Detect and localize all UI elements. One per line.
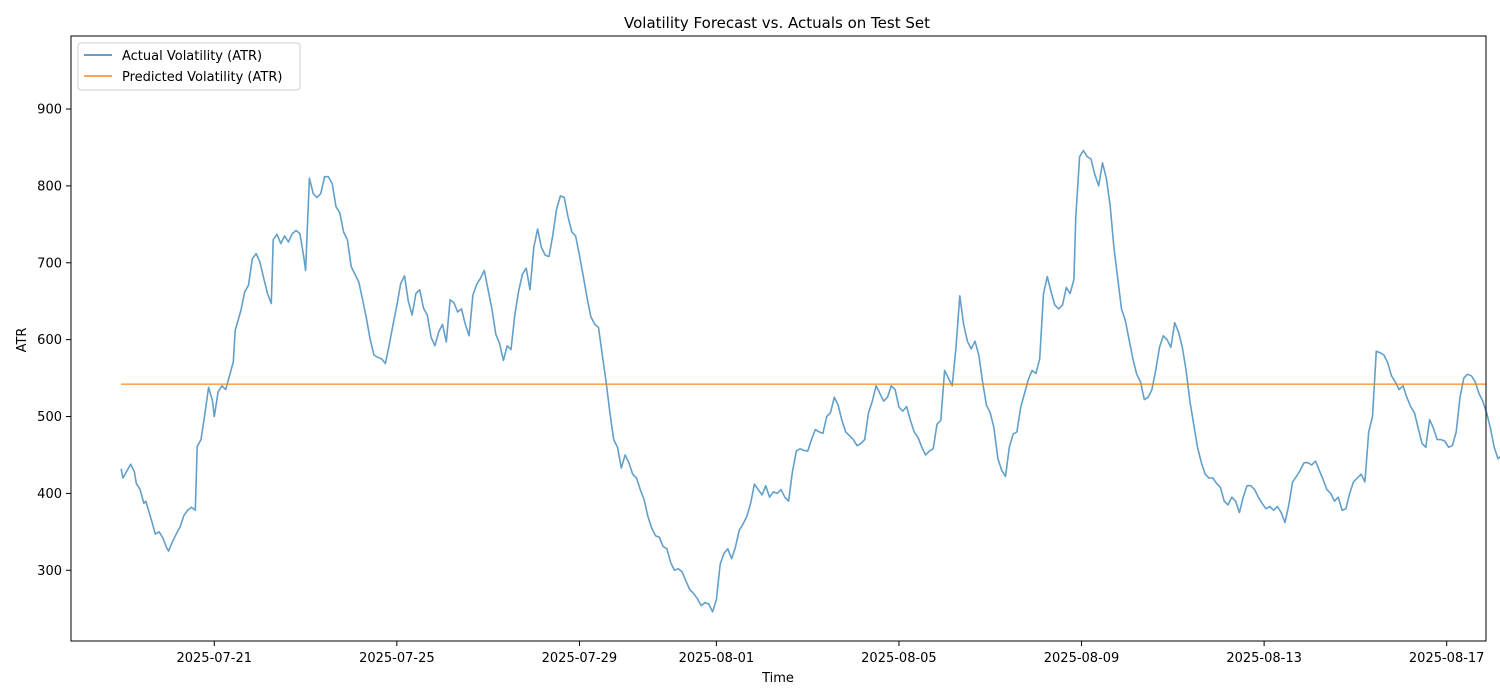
- y-tick-label: 600: [37, 333, 62, 348]
- y-tick-label: 900: [37, 103, 62, 118]
- x-axis-label: Time: [761, 671, 794, 686]
- x-tick-label: 2025-08-01: [679, 651, 755, 666]
- y-tick-label: 800: [37, 179, 62, 194]
- legend: Actual Volatility (ATR) Predicted Volati…: [77, 42, 301, 91]
- x-tick-label: 2025-08-09: [1044, 651, 1120, 666]
- y-axis-label: ATR: [15, 328, 30, 353]
- y-tick-label: 300: [37, 564, 62, 579]
- series-actual-line: [120, 149, 1500, 613]
- chart-title: Volatility Forecast vs. Actuals on Test …: [624, 14, 930, 32]
- x-tick-label: 2025-07-21: [176, 651, 252, 666]
- y-axis-ticks: 300 400 500 600 700 800 900: [37, 103, 71, 579]
- legend-label-predicted: Predicted Volatility (ATR): [122, 70, 282, 85]
- y-tick-label: 500: [37, 410, 62, 425]
- plot-frame: [70, 35, 1487, 642]
- x-tick-label: 2025-08-13: [1226, 651, 1302, 666]
- x-tick-label: 2025-08-05: [861, 651, 937, 666]
- x-tick-label: 2025-07-25: [359, 651, 435, 666]
- legend-box: [77, 42, 301, 91]
- x-axis-ticks: 2025-07-21 2025-07-25 2025-07-29 2025-08-01…: [176, 641, 1484, 666]
- legend-label-actual: Actual Volatility (ATR): [122, 49, 262, 64]
- x-tick-label: 2025-08-17: [1409, 651, 1485, 666]
- y-tick-label: 700: [37, 256, 62, 271]
- y-tick-label: 400: [37, 487, 62, 502]
- x-tick-label: 2025-07-29: [542, 651, 618, 666]
- series-layer: [120, 149, 1500, 613]
